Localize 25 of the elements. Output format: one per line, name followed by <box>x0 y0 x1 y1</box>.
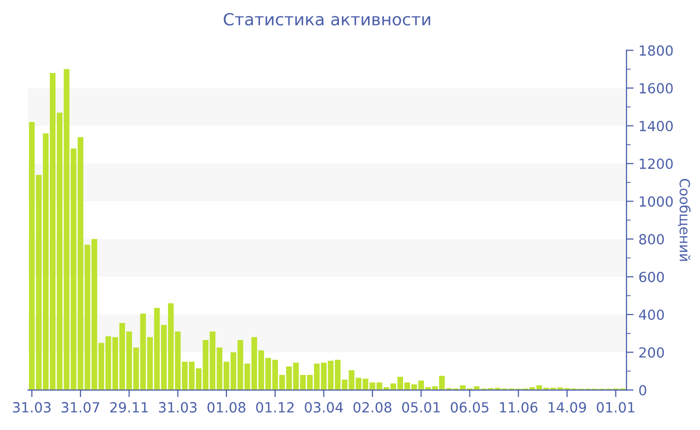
y-tick-label: 1800 <box>640 45 673 56</box>
x-tick-label: 14.09 <box>548 402 586 413</box>
x-tick-label: 29.11 <box>110 402 148 413</box>
y-tick-label: 1600 <box>640 83 673 94</box>
x-tick-label: 31.07 <box>62 402 100 413</box>
y-tick-label: 400 <box>638 309 664 320</box>
y-tick-label: 200 <box>639 347 664 358</box>
x-tick-label: 31.03 <box>158 402 197 413</box>
y-tick-label: 600 <box>639 272 664 282</box>
x-tick-label: 01.12 <box>256 402 294 413</box>
x-tick-label: 06.05 <box>450 402 488 413</box>
y-tick-label: 800 <box>639 234 664 245</box>
x-tick-label: 03.04 <box>304 402 343 413</box>
x-tick-label: 01.01 <box>596 402 634 413</box>
y-tick-label: 0 <box>639 384 646 396</box>
y-tick-label: 1400 <box>640 120 673 132</box>
x-tick-label: 11.06 <box>500 402 538 413</box>
x-tick-label: 02.08 <box>353 402 392 413</box>
chart-title: Статистика активности <box>224 12 430 26</box>
y-tick-label: 1200 <box>640 158 673 170</box>
y-axis-title: Сообщений <box>678 178 691 261</box>
x-tick-label: 05.01 <box>402 402 440 413</box>
y-tick-label: 1000 <box>640 196 673 207</box>
x-tick-label: 01.08 <box>207 402 246 413</box>
x-tick-label: 31.03 <box>13 402 51 413</box>
